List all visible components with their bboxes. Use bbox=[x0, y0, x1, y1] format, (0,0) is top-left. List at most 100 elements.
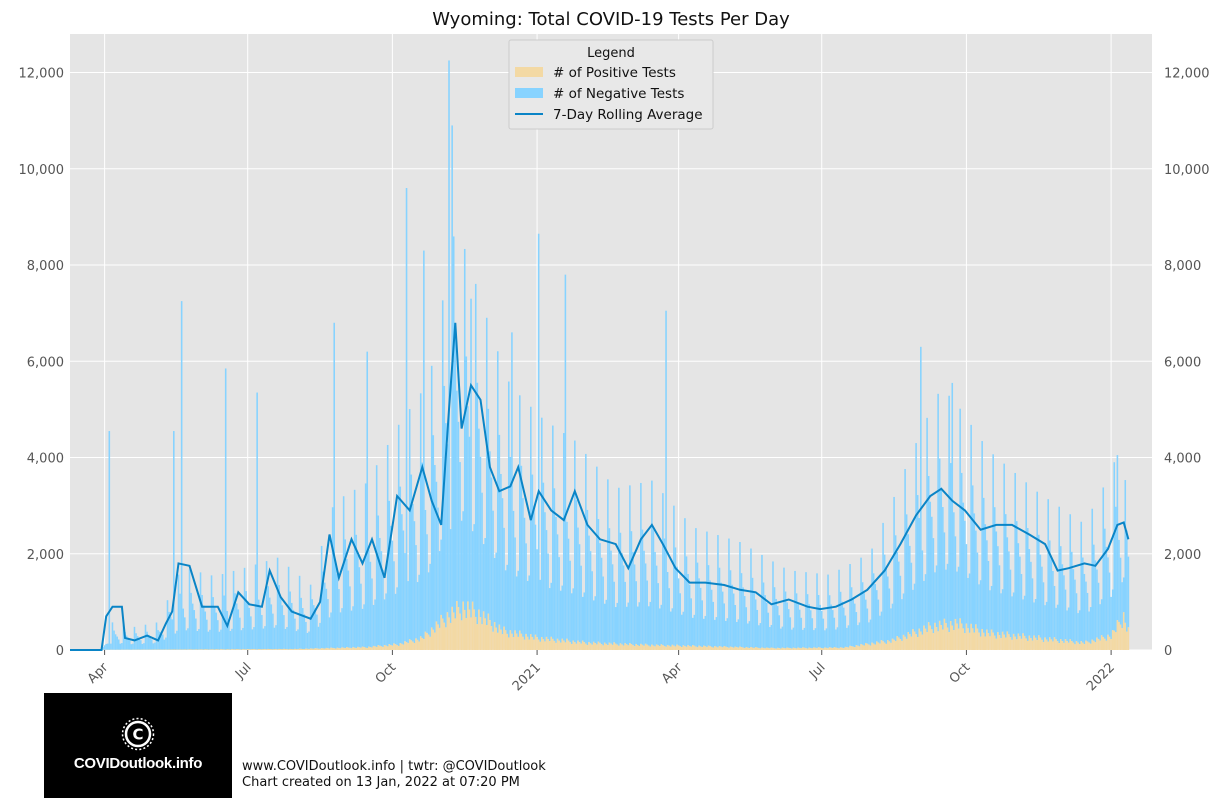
negative-tests-bar bbox=[778, 615, 781, 649]
negative-tests-bar bbox=[257, 599, 260, 650]
negative-tests-bar bbox=[459, 462, 461, 614]
y-tick-label-right: 8,000 bbox=[1164, 259, 1201, 274]
positive-tests-bar bbox=[353, 647, 356, 650]
negative-tests-bar bbox=[556, 534, 559, 639]
positive-tests-bar bbox=[371, 647, 373, 650]
negative-tests-bar bbox=[548, 588, 551, 642]
positive-tests-bar bbox=[723, 645, 726, 650]
negative-tests-bar bbox=[758, 625, 760, 648]
negative-tests-bar bbox=[232, 570, 235, 650]
negative-tests-bar bbox=[141, 643, 144, 650]
negative-tests-bar bbox=[460, 520, 463, 621]
negative-tests-bar bbox=[1085, 581, 1087, 641]
negative-tests-bar bbox=[712, 601, 715, 648]
positive-tests-bar bbox=[1022, 633, 1024, 650]
negative-tests-bar bbox=[394, 593, 397, 645]
positive-tests-bar bbox=[454, 618, 457, 650]
positive-tests-bar bbox=[501, 634, 504, 650]
positive-tests-bar bbox=[526, 636, 529, 650]
positive-tests-bar bbox=[248, 649, 251, 650]
negative-tests-bar bbox=[482, 544, 485, 612]
positive-tests-bar bbox=[1118, 621, 1120, 650]
negative-tests-bar bbox=[824, 630, 826, 648]
negative-tests-bar bbox=[264, 626, 266, 650]
negative-tests-bar bbox=[1025, 482, 1027, 639]
positive-tests-bar bbox=[1089, 643, 1092, 650]
negative-tests-bar bbox=[932, 538, 935, 634]
negative-tests-bar bbox=[358, 567, 361, 648]
positive-tests-bar bbox=[1044, 637, 1046, 650]
positive-tests-bar bbox=[786, 647, 788, 650]
negative-tests-bar bbox=[979, 580, 982, 637]
positive-tests-bar bbox=[393, 643, 395, 650]
positive-tests-bar bbox=[498, 624, 501, 650]
negative-tests-bar bbox=[416, 582, 419, 640]
negative-tests-bar bbox=[808, 604, 810, 648]
positive-tests-bar bbox=[421, 637, 424, 650]
positive-tests-bar bbox=[434, 632, 436, 650]
negative-tests-bar bbox=[1036, 491, 1038, 641]
positive-tests-bar bbox=[492, 631, 494, 650]
positive-tests-bar bbox=[1119, 624, 1122, 650]
negative-tests-bar bbox=[253, 627, 255, 650]
negative-tests-bar bbox=[1059, 546, 1062, 640]
positive-tests-bar bbox=[795, 648, 798, 650]
negative-tests-bar bbox=[169, 616, 172, 650]
negative-tests-bar bbox=[473, 524, 475, 610]
negative-tests-bar bbox=[270, 604, 273, 650]
negative-tests-bar bbox=[303, 614, 306, 650]
negative-tests-bar bbox=[852, 597, 854, 647]
positive-tests-bar bbox=[762, 647, 765, 650]
positive-tests-bar bbox=[577, 640, 579, 650]
positive-tests-bar bbox=[657, 645, 659, 650]
negative-tests-bar bbox=[174, 633, 177, 650]
positive-tests-bar bbox=[1050, 639, 1053, 650]
negative-tests-bar bbox=[1078, 610, 1081, 645]
negative-tests-bar bbox=[732, 593, 735, 648]
positive-tests-bar bbox=[660, 644, 663, 650]
x-tick-label: 2021 bbox=[510, 660, 544, 694]
negative-tests-bar bbox=[759, 623, 762, 649]
positive-tests-bar bbox=[842, 648, 845, 650]
negative-tests-bar bbox=[773, 587, 776, 649]
positive-tests-bar bbox=[976, 628, 979, 650]
negative-tests-bar bbox=[515, 576, 518, 634]
positive-tests-bar bbox=[783, 648, 785, 650]
negative-tests-bar bbox=[207, 631, 210, 650]
negative-tests-bar bbox=[154, 642, 156, 650]
negative-tests-bar bbox=[589, 551, 592, 644]
negative-tests-bar bbox=[284, 628, 287, 650]
negative-tests-bar bbox=[413, 521, 416, 644]
positive-tests-bar bbox=[555, 642, 557, 650]
negative-tests-bar bbox=[146, 631, 148, 650]
positive-tests-bar bbox=[978, 632, 980, 650]
negative-tests-bar bbox=[901, 599, 903, 641]
negative-tests-bar bbox=[839, 591, 842, 648]
positive-tests-bar bbox=[1033, 635, 1035, 650]
positive-tests-bar bbox=[943, 618, 946, 650]
negative-tests-bar bbox=[894, 535, 897, 642]
negative-tests-bar bbox=[949, 463, 952, 622]
positive-tests-bar bbox=[938, 620, 941, 650]
negative-tests-bar bbox=[971, 485, 974, 629]
negative-tests-bar bbox=[762, 582, 765, 648]
positive-tests-bar bbox=[536, 637, 538, 650]
negative-tests-bar bbox=[155, 622, 158, 650]
positive-tests-bar bbox=[765, 647, 768, 650]
positive-tests-bar bbox=[611, 644, 614, 650]
positive-tests-bar bbox=[509, 630, 512, 650]
positive-tests-bar bbox=[987, 633, 990, 650]
negative-tests-bar bbox=[831, 610, 834, 649]
negative-tests-bar bbox=[691, 617, 694, 646]
negative-tests-bar bbox=[669, 611, 672, 647]
negative-tests-bar bbox=[357, 555, 359, 647]
negative-tests-bar bbox=[803, 627, 806, 648]
negative-tests-bar bbox=[220, 629, 222, 650]
positive-tests-bar bbox=[731, 647, 733, 650]
positive-tests-bar bbox=[512, 637, 515, 650]
positive-tests-bar bbox=[600, 644, 603, 650]
negative-tests-bar bbox=[860, 557, 862, 645]
positive-tests-bar bbox=[946, 627, 949, 650]
negative-tests-bar bbox=[290, 602, 293, 650]
positive-tests-bar bbox=[866, 643, 869, 650]
